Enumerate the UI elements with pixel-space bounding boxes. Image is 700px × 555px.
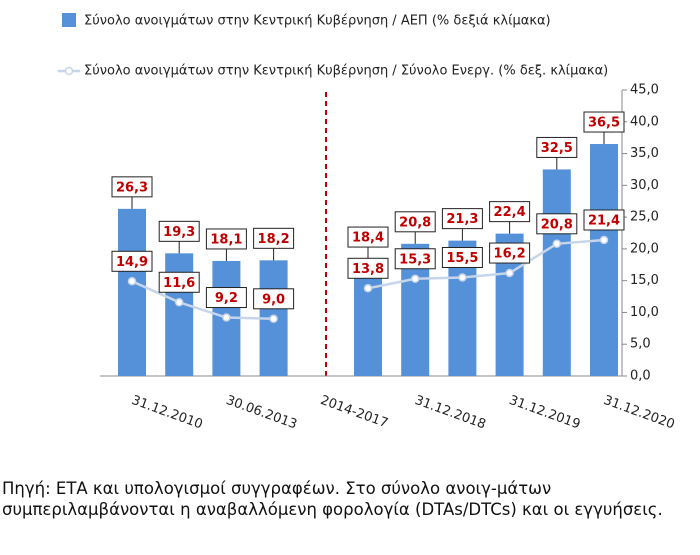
label-box: [253, 227, 295, 249]
data-label-text: 11,6: [163, 276, 195, 291]
y-tick-label: 5,0: [630, 337, 651, 352]
data-label: 19,3: [158, 220, 200, 242]
data-label: 18,2: [253, 227, 295, 249]
y-tick-label: 25,0: [630, 210, 659, 225]
y-tick-label: 15,0: [630, 273, 659, 288]
data-label: 18,1: [205, 228, 247, 250]
label-box: [441, 246, 483, 268]
label-box: [111, 250, 153, 272]
data-label: 11,6: [158, 271, 200, 293]
bar: [590, 144, 618, 376]
x-tick-label: 31.12.2019: [507, 393, 582, 433]
data-label-text: 18,4: [352, 231, 384, 246]
label-box: [205, 228, 247, 250]
data-label: 21,3: [441, 208, 483, 230]
line-marker: [505, 268, 514, 278]
label-box: [253, 288, 295, 310]
data-label: 36,5: [583, 111, 625, 133]
line-marker: [269, 314, 278, 324]
data-label: 9,2: [205, 287, 247, 309]
data-label-text: 20,8: [541, 217, 573, 232]
label-box: [583, 111, 625, 133]
data-label-text: 18,1: [210, 232, 242, 247]
source-note: Πηγή: ΕΤΑ και υπολογισμοί συγγραφέων. Στ…: [2, 479, 663, 519]
data-label: 15,5: [441, 246, 483, 268]
line-marker: [363, 284, 373, 293]
data-label: 32,5: [536, 136, 578, 158]
data-label: 20,8: [536, 213, 578, 235]
data-label-text: 9,0: [262, 292, 285, 307]
label-box: [394, 211, 436, 233]
data-label: 15,3: [394, 248, 436, 270]
data-label-text: 13,8: [352, 262, 384, 277]
data-label-text: 9,2: [215, 291, 238, 306]
label-box: [347, 226, 389, 248]
data-label-text: 32,5: [541, 141, 573, 156]
label-box: [205, 287, 247, 309]
data-label: 20,8: [394, 211, 436, 233]
data-label-text: 21,4: [588, 213, 620, 228]
line-marker: [127, 277, 137, 286]
line-marker: [410, 274, 420, 284]
y-tick-label: 40,0: [630, 114, 659, 129]
x-tick-label: 31.12.2020: [601, 393, 676, 433]
data-label: 9,0: [253, 288, 295, 310]
label-box: [441, 208, 483, 230]
x-tick-label: 2014-2017: [318, 393, 390, 431]
label-box: [489, 242, 531, 264]
y-tick-label: 35,0: [630, 146, 659, 161]
label-box: [111, 176, 153, 198]
y-tick-label: 0,0: [630, 369, 651, 384]
bar: [542, 169, 571, 376]
legend-label: Σύνολο ανοιγμάτων στην Κεντρική Κυβέρνησ…: [84, 14, 551, 29]
label-box: [536, 213, 578, 235]
legend-label: Σύνολο ανοιγμάτων στην Κεντρική Κυβέρνησ…: [84, 64, 608, 79]
data-label: 16,2: [489, 242, 531, 264]
label-box: [394, 248, 436, 270]
bar: [118, 208, 146, 376]
line: [131, 238, 605, 321]
data-label-text: 15,3: [399, 252, 431, 267]
data-label-text: 21,3: [446, 212, 478, 227]
data-label-text: 15,5: [446, 251, 478, 266]
data-label-text: 36,5: [588, 116, 620, 131]
line-marker: [222, 313, 231, 322]
y-tick-label: 45,0: [630, 83, 659, 98]
data-label: 22,4: [489, 201, 531, 223]
label-box: [583, 209, 625, 231]
y-tick-label: 10,0: [630, 305, 659, 320]
data-label: 21,4: [583, 209, 625, 231]
data-label: 13,8: [347, 257, 389, 279]
label-box: [158, 220, 200, 242]
data-label: 14,9: [111, 250, 153, 272]
label-box: [536, 136, 578, 158]
data-label-text: 20,8: [399, 215, 431, 230]
data-label-text: 22,4: [494, 205, 526, 220]
data-label-text: 26,3: [116, 180, 148, 195]
data-label-text: 14,9: [116, 255, 148, 270]
y-tick-label: 30,0: [630, 178, 659, 193]
y-tick-label: 20,0: [630, 241, 659, 256]
bar: [165, 253, 194, 376]
label-box: [489, 201, 531, 223]
legend-swatch: [62, 13, 76, 27]
line-marker: [599, 235, 609, 245]
legend-marker: [64, 66, 74, 76]
data-label: 26,3: [111, 176, 153, 198]
x-tick-label: 30.06.2013: [224, 393, 299, 433]
line-marker: [174, 298, 184, 307]
x-tick-label: 31.12.2010: [129, 393, 204, 433]
chart: 0,0 5,0 10,0 15,0 20,0 25,0 30,0 35,0 40,0 45,0 31…: [58, 13, 677, 433]
data-label-text: 18,2: [258, 232, 290, 247]
label-box: [347, 257, 389, 279]
label-box: [158, 271, 200, 293]
data-label-text: 19,3: [163, 225, 195, 240]
line-marker: [458, 273, 467, 282]
data-label-text: 16,2: [494, 247, 526, 262]
data-label: 18,4: [347, 226, 389, 248]
x-tick-label: 31.12.2018: [413, 393, 488, 433]
line-marker: [552, 239, 562, 249]
